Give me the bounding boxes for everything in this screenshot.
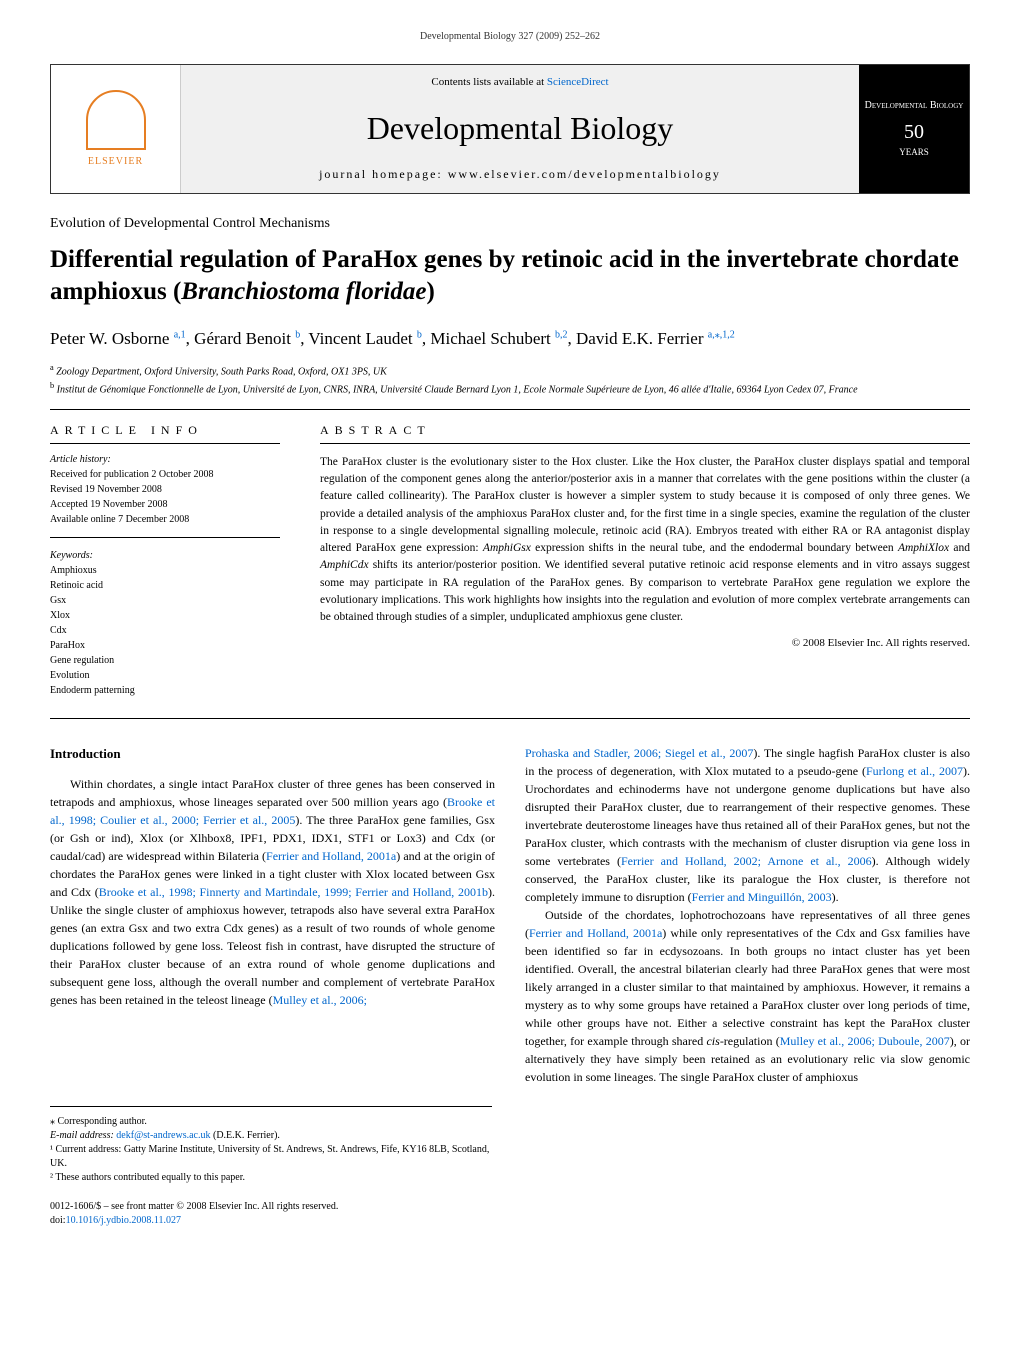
publisher-name: ELSEVIER xyxy=(88,155,143,169)
citation-link[interactable]: Ferrier and Minguillón, 2003 xyxy=(692,890,832,904)
sciencedirect-line: Contents lists available at ScienceDirec… xyxy=(201,75,839,90)
citation-link[interactable]: Ferrier and Holland, 2001a xyxy=(266,849,396,863)
body-paragraph: Prohaska and Stadler, 2006; Siegel et al… xyxy=(525,744,970,906)
journal-banner: ELSEVIER Contents lists available at Sci… xyxy=(50,64,970,194)
keywords-label: Keywords: xyxy=(50,548,280,563)
doi-line: doi:10.1016/j.ydbio.2008.11.027 xyxy=(50,1214,492,1228)
affiliations: a Zoology Department, Oxford University,… xyxy=(50,362,970,410)
journal-name: Developmental Biology xyxy=(201,106,839,151)
keyword: Retinoic acid xyxy=(50,578,280,593)
cover-title: Developmental Biology xyxy=(865,99,964,113)
citation-link[interactable]: Brooke et al., 1998; Finnerty and Martin… xyxy=(99,885,488,899)
elsevier-logo: ELSEVIER xyxy=(71,79,161,179)
introduction-heading: Introduction xyxy=(50,744,495,764)
citation-link[interactable]: Ferrier and Holland, 2002; Arnone et al.… xyxy=(621,854,872,868)
keywords-block: Keywords: Amphioxus Retinoic acid Gsx Xl… xyxy=(50,548,280,698)
corresponding-author-note: ⁎ Corresponding author. xyxy=(50,1115,492,1129)
keyword: Evolution xyxy=(50,668,280,683)
citation-link[interactable]: Ferrier and Holland, 2001a xyxy=(529,926,662,940)
years-label: YEARS xyxy=(899,146,929,159)
journal-homepage: journal homepage: www.elsevier.com/devel… xyxy=(201,166,839,183)
history-label: Article history: xyxy=(50,452,280,467)
history-item: Accepted 19 November 2008 xyxy=(50,497,280,512)
citation-link[interactable]: Furlong et al., 2007 xyxy=(866,764,963,778)
citation-link[interactable]: Brooke et al., 1998; Coulier et al., 200… xyxy=(50,795,495,827)
article-section: Evolution of Developmental Control Mecha… xyxy=(50,214,970,234)
body-columns: Introduction Within chordates, a single … xyxy=(50,744,970,1086)
email-link[interactable]: dekf@st-andrews.ac.uk xyxy=(116,1130,210,1141)
body-paragraph: Within chordates, a single intact ParaHo… xyxy=(50,775,495,1009)
keyword: Xlox xyxy=(50,608,280,623)
sciencedirect-prefix: Contents lists available at xyxy=(431,76,546,88)
copyright-line: © 2008 Elsevier Inc. All rights reserved… xyxy=(320,636,970,651)
history-item: Revised 19 November 2008 xyxy=(50,482,280,497)
publisher-logo-box: ELSEVIER xyxy=(51,65,181,193)
article-info-heading: ARTICLE INFO xyxy=(50,422,280,444)
email-line: E-mail address: dekf@st-andrews.ac.uk (D… xyxy=(50,1129,492,1143)
front-matter-line: 0012-1606/$ – see front matter © 2008 El… xyxy=(50,1200,492,1214)
body-column-right: Prohaska and Stadler, 2006; Siegel et al… xyxy=(525,744,970,1086)
history-item: Available online 7 December 2008 xyxy=(50,512,280,527)
abstract-text: The ParaHox cluster is the evolutionary … xyxy=(320,454,970,627)
body-column-left: Introduction Within chordates, a single … xyxy=(50,744,495,1086)
banner-cover-thumb: Developmental Biology 50 YEARS xyxy=(859,65,969,193)
keyword: ParaHox xyxy=(50,638,280,653)
authors-line: Peter W. Osborne a,1, Gérard Benoit b, V… xyxy=(50,327,970,351)
footnote-1: ¹ Current address: Gatty Marine Institut… xyxy=(50,1143,492,1171)
years-badge: 50 xyxy=(904,118,924,146)
citation-link[interactable]: Mulley et al., 2006; xyxy=(273,993,367,1007)
keyword: Amphioxus xyxy=(50,563,280,578)
history-item: Received for publication 2 October 2008 xyxy=(50,467,280,482)
affiliation-a: a Zoology Department, Oxford University,… xyxy=(50,362,970,379)
abstract-column: ABSTRACT The ParaHox cluster is the evol… xyxy=(320,422,970,698)
history-block: Article history: Received for publicatio… xyxy=(50,452,280,538)
sciencedirect-link[interactable]: ScienceDirect xyxy=(547,76,609,88)
body-paragraph: Outside of the chordates, lophotrochozoa… xyxy=(525,906,970,1086)
info-abstract-row: ARTICLE INFO Article history: Received f… xyxy=(50,422,970,719)
bottom-meta: 0012-1606/$ – see front matter © 2008 El… xyxy=(50,1200,492,1228)
elsevier-tree-icon xyxy=(86,90,146,150)
keyword: Gene regulation xyxy=(50,653,280,668)
abstract-heading: ABSTRACT xyxy=(320,422,970,444)
keyword: Gsx xyxy=(50,593,280,608)
affiliation-b: b Institut de Génomique Fonctionnelle de… xyxy=(50,380,970,397)
footnote-2: ² These authors contributed equally to t… xyxy=(50,1171,492,1185)
citation-link[interactable]: Prohaska and Stadler, 2006; Siegel et al… xyxy=(525,746,753,760)
doi-link[interactable]: 10.1016/j.ydbio.2008.11.027 xyxy=(66,1215,181,1226)
running-header: Developmental Biology 327 (2009) 252–262 xyxy=(50,30,970,44)
footnotes: ⁎ Corresponding author. E-mail address: … xyxy=(50,1106,492,1185)
keyword: Cdx xyxy=(50,623,280,638)
article-title: Differential regulation of ParaHox genes… xyxy=(50,244,970,309)
keyword: Endoderm patterning xyxy=(50,683,280,698)
article-info-column: ARTICLE INFO Article history: Received f… xyxy=(50,422,280,698)
citation-link[interactable]: Mulley et al., 2006; Duboule, 2007 xyxy=(780,1034,950,1048)
banner-center: Contents lists available at ScienceDirec… xyxy=(181,65,859,193)
